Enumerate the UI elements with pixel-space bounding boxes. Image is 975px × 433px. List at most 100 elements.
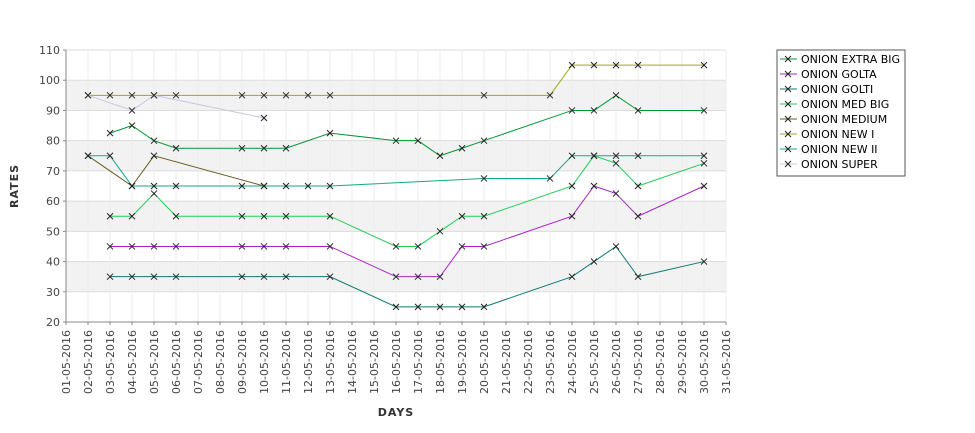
y-tick-label: 20 bbox=[46, 316, 60, 329]
data-point bbox=[260, 273, 268, 281]
data-point bbox=[590, 258, 598, 265]
data-point bbox=[392, 303, 400, 311]
data-point bbox=[612, 159, 620, 167]
x-tick-label: 06-05-2016 bbox=[170, 330, 183, 394]
x-tick-label: 23-05-2016 bbox=[544, 330, 557, 394]
x-tick-label: 25-05-2016 bbox=[588, 330, 601, 394]
legend-label: ONION NEW I bbox=[801, 128, 874, 141]
data-point bbox=[106, 273, 114, 281]
data-point bbox=[590, 152, 598, 160]
data-point bbox=[282, 212, 290, 220]
data-point bbox=[260, 243, 268, 250]
data-point bbox=[546, 91, 554, 99]
data-point bbox=[172, 243, 180, 250]
series-line bbox=[84, 91, 268, 122]
data-point bbox=[282, 243, 290, 250]
x-tick-label: 12-05-2016 bbox=[302, 330, 315, 394]
data-point bbox=[106, 129, 114, 137]
legend[interactable]: ONION EXTRA BIG ONION GOLTA ONION GOLTI ONI… bbox=[776, 49, 906, 177]
data-point bbox=[238, 212, 246, 220]
data-point bbox=[238, 91, 246, 99]
data-point bbox=[172, 212, 180, 220]
data-point bbox=[282, 273, 290, 281]
data-point bbox=[414, 137, 422, 145]
data-point bbox=[304, 182, 312, 190]
x-tick-label: 07-05-2016 bbox=[192, 330, 205, 394]
data-point bbox=[128, 182, 136, 190]
legend-label: ONION SUPER bbox=[801, 158, 878, 171]
series-line bbox=[106, 91, 708, 160]
x-tick-label: 24-05-2016 bbox=[566, 330, 579, 394]
series-path bbox=[110, 245, 705, 308]
legend-marker bbox=[784, 100, 792, 108]
data-point bbox=[238, 182, 246, 190]
data-point bbox=[128, 107, 136, 114]
data-point bbox=[282, 144, 290, 152]
legend-item: ONION GOLTI bbox=[780, 83, 873, 96]
series-line bbox=[106, 182, 708, 281]
legend-label: ONION NEW II bbox=[801, 143, 878, 156]
x-tick-label: 04-05-2016 bbox=[126, 330, 139, 394]
legend-marker bbox=[784, 115, 792, 123]
y-tick-label: 80 bbox=[46, 135, 60, 148]
legend-item: ONION MEDIUM bbox=[780, 113, 887, 126]
data-point bbox=[480, 137, 488, 145]
x-tick-label: 02-05-2016 bbox=[82, 330, 95, 394]
legend-label: ONION MED BIG bbox=[801, 98, 889, 111]
legend-item: ONION EXTRA BIG bbox=[780, 53, 900, 66]
data-point bbox=[150, 273, 158, 281]
data-point bbox=[612, 61, 620, 69]
x-tick-label: 11-05-2016 bbox=[280, 330, 293, 394]
data-point bbox=[634, 61, 642, 69]
data-point bbox=[106, 91, 114, 99]
x-tick-label: 05-05-2016 bbox=[148, 330, 161, 394]
data-point bbox=[128, 273, 136, 281]
data-point bbox=[260, 212, 268, 220]
data-point bbox=[282, 182, 290, 190]
data-point bbox=[458, 144, 466, 152]
x-tick-label: 13-05-2016 bbox=[324, 330, 337, 394]
legend-box bbox=[776, 49, 906, 177]
data-point bbox=[414, 303, 422, 311]
data-point bbox=[480, 91, 488, 99]
y-tick-label: 90 bbox=[46, 104, 60, 117]
data-point bbox=[458, 303, 466, 311]
data-point bbox=[150, 243, 158, 250]
data-point bbox=[700, 159, 708, 167]
series-layer bbox=[84, 61, 708, 311]
data-point bbox=[700, 107, 708, 114]
y-tick-label: 50 bbox=[46, 225, 60, 238]
data-point bbox=[634, 182, 642, 190]
data-point bbox=[480, 175, 488, 182]
data-point bbox=[260, 114, 268, 122]
data-point bbox=[612, 91, 620, 99]
legend-item: ONION GOLTA bbox=[780, 68, 877, 81]
series-path bbox=[87, 94, 265, 119]
y-tick-label: 40 bbox=[46, 256, 60, 269]
data-point bbox=[590, 182, 598, 190]
data-point bbox=[612, 243, 620, 250]
data-point bbox=[458, 212, 466, 220]
data-point bbox=[106, 212, 114, 220]
data-point bbox=[392, 243, 400, 250]
data-point bbox=[172, 182, 180, 190]
data-point bbox=[128, 122, 136, 129]
data-point bbox=[326, 182, 334, 190]
y-tick-label: 110 bbox=[39, 44, 60, 57]
data-point bbox=[480, 243, 488, 250]
data-point bbox=[634, 152, 642, 160]
series-path bbox=[110, 185, 705, 278]
data-point bbox=[436, 227, 444, 235]
data-point bbox=[326, 273, 334, 281]
x-tick-label: 14-05-2016 bbox=[346, 330, 359, 394]
data-point bbox=[546, 175, 554, 182]
data-point bbox=[436, 152, 444, 160]
data-point bbox=[238, 273, 246, 281]
data-point bbox=[150, 91, 158, 99]
data-point bbox=[326, 212, 334, 220]
legend-item: ONION MED BIG bbox=[780, 98, 889, 111]
x-axis-ticks: 01-05-2016 02-05-2016 03-05-2016 04-05-2016… bbox=[60, 322, 733, 394]
legend-label: ONION GOLTA bbox=[801, 68, 877, 81]
data-point bbox=[568, 61, 576, 69]
